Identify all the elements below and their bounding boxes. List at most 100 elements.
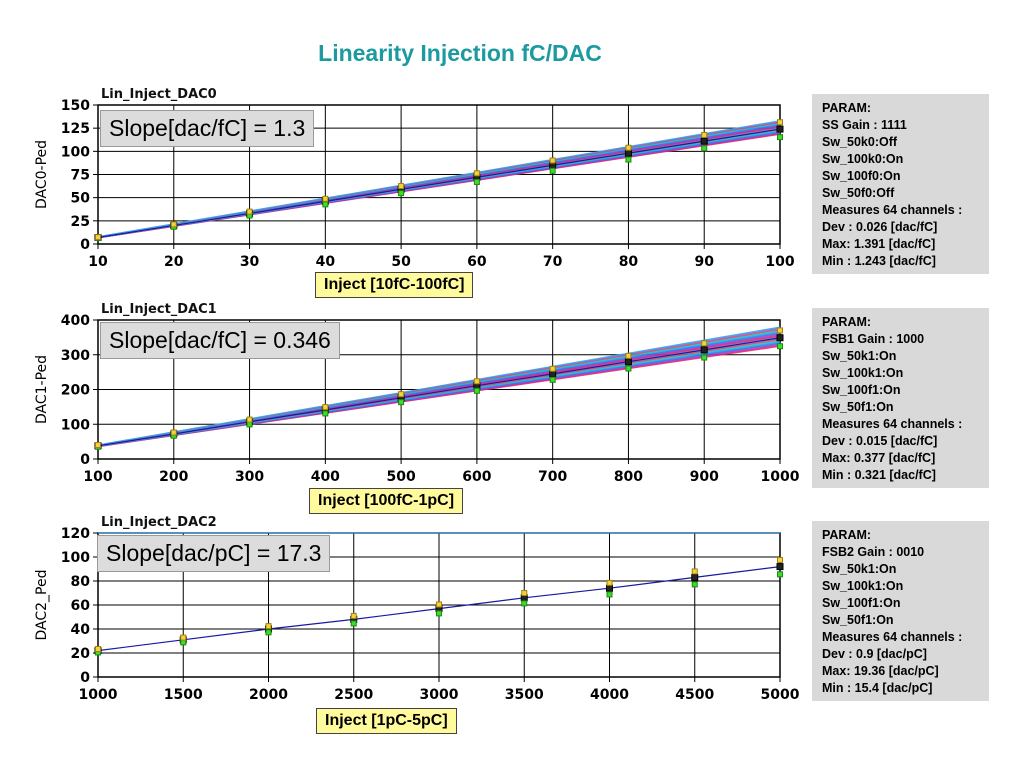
data-point [350,612,357,619]
param-line: Sw_100k0:On [822,152,904,166]
data-point [322,410,329,417]
y-axis-label: DAC0-Ped [34,140,50,209]
data-point [701,145,708,152]
data-point [170,429,177,436]
x-tick-label: 20 [164,254,184,270]
data-point [398,391,405,398]
data-point [625,365,632,372]
y-tick-label: 400 [61,313,90,329]
data-point [700,137,708,145]
x-tick-label: 1000 [79,687,118,703]
y-tick-label: 100 [61,144,90,160]
x-tick-label: 3000 [420,687,459,703]
data-point [170,221,177,228]
data-point [624,358,632,366]
x-tick-label: 30 [240,254,260,270]
x-tick-label: 100 [765,254,794,270]
data-point [606,584,613,592]
param-line: Min : 15.4 [dac/pC] [822,681,933,695]
data-point [700,346,708,354]
data-point [95,442,101,449]
y-tick-label: 0 [80,452,90,468]
param-line: Sw_50k1:On [822,562,897,576]
param-line: FSB1 Gain : 1000 [822,332,925,346]
data-point [691,581,698,588]
x-tick-label: 60 [467,254,487,270]
data-point [350,620,357,627]
data-point [322,201,329,208]
data-point [777,556,783,563]
data-point [549,370,557,378]
param-line: Sw_100k1:On [822,366,904,380]
x-tick-label: 200 [159,469,188,485]
param-line: Max: 19.36 [dac/pC] [822,664,939,678]
data-point [691,573,699,581]
plot-title: Lin_Inject_DAC1 [101,302,217,317]
data-point [265,623,272,630]
y-tick-label: 0 [80,237,90,253]
data-point [322,195,329,202]
xlabel-dac1: Inject [100fC-1pC] [309,488,464,514]
data-point [398,399,405,406]
param-box-dac0: PARAM: SS Gain : 1111 Sw_50k0:Off Sw_100k0:… [812,94,989,274]
x-tick-label: 4000 [590,687,629,703]
slope-label-dac0: Slope[dac/fC] = 1.3 [100,110,315,147]
data-point [436,601,442,608]
data-point [180,634,187,641]
data-point [701,131,708,138]
x-tick-label: 5000 [761,687,800,703]
y-tick-label: 200 [61,383,90,399]
y-tick-label: 75 [71,168,90,184]
data-point [776,334,784,342]
data-point [322,404,329,411]
x-tick-label: 3500 [505,687,544,703]
x-tick-label: 1000 [761,469,800,485]
data-point [265,629,272,636]
y-tick-label: 100 [61,417,90,433]
param-line: Sw_50f0:Off [822,186,895,200]
channel-line [97,326,781,446]
param-line: Sw_100k1:On [822,579,904,593]
param-line: Max: 1.391 [dac/fC] [822,237,936,251]
param-line: Min : 0.321 [dac/fC] [822,468,936,482]
x-tick-label: 70 [543,254,563,270]
x-tick-label: 1500 [164,687,203,703]
plot-title: Lin_Inject_DAC2 [101,515,217,530]
data-point [777,119,783,126]
param-line: Max: 0.377 [dac/fC] [822,451,936,465]
data-point [777,134,783,141]
x-tick-label: 700 [538,469,567,485]
data-point [625,144,632,151]
param-box-dac1: PARAM: FSB1 Gain : 1000 Sw_50k1:On Sw_100k1… [812,308,989,488]
y-tick-label: 20 [71,646,91,662]
x-tick-label: 300 [235,469,264,485]
slope-label-dac2: Slope[dac/pC] = 17.3 [97,535,331,572]
x-tick-label: 50 [391,254,411,270]
data-point [473,387,480,394]
data-point [549,365,556,372]
data-point [701,340,708,347]
y-tick-label: 40 [71,622,91,638]
page-title: Linearity Injection fC/DAC [318,40,602,66]
y-axis-label: DAC1-Ped [34,355,50,424]
data-point [180,639,187,646]
data-point [606,591,613,598]
data-point [776,125,784,133]
y-tick-label: 100 [61,550,90,566]
param-line: SS Gain : 1111 [822,118,907,132]
x-tick-label: 4500 [675,687,714,703]
param-line: Sw_50f1:On [822,613,894,627]
x-tick-label: 800 [614,469,643,485]
data-point [701,354,708,361]
y-tick-label: 50 [71,191,91,207]
data-point [436,610,442,617]
param-line: Measures 64 channels : [822,417,963,431]
x-tick-label: 2500 [334,687,373,703]
data-point [691,568,698,575]
param-line: Sw_50f1:On [822,400,894,414]
data-point [549,157,556,164]
data-point [246,416,253,423]
data-point [606,579,613,586]
param-line: Dev : 0.015 [dac/fC] [822,434,938,448]
